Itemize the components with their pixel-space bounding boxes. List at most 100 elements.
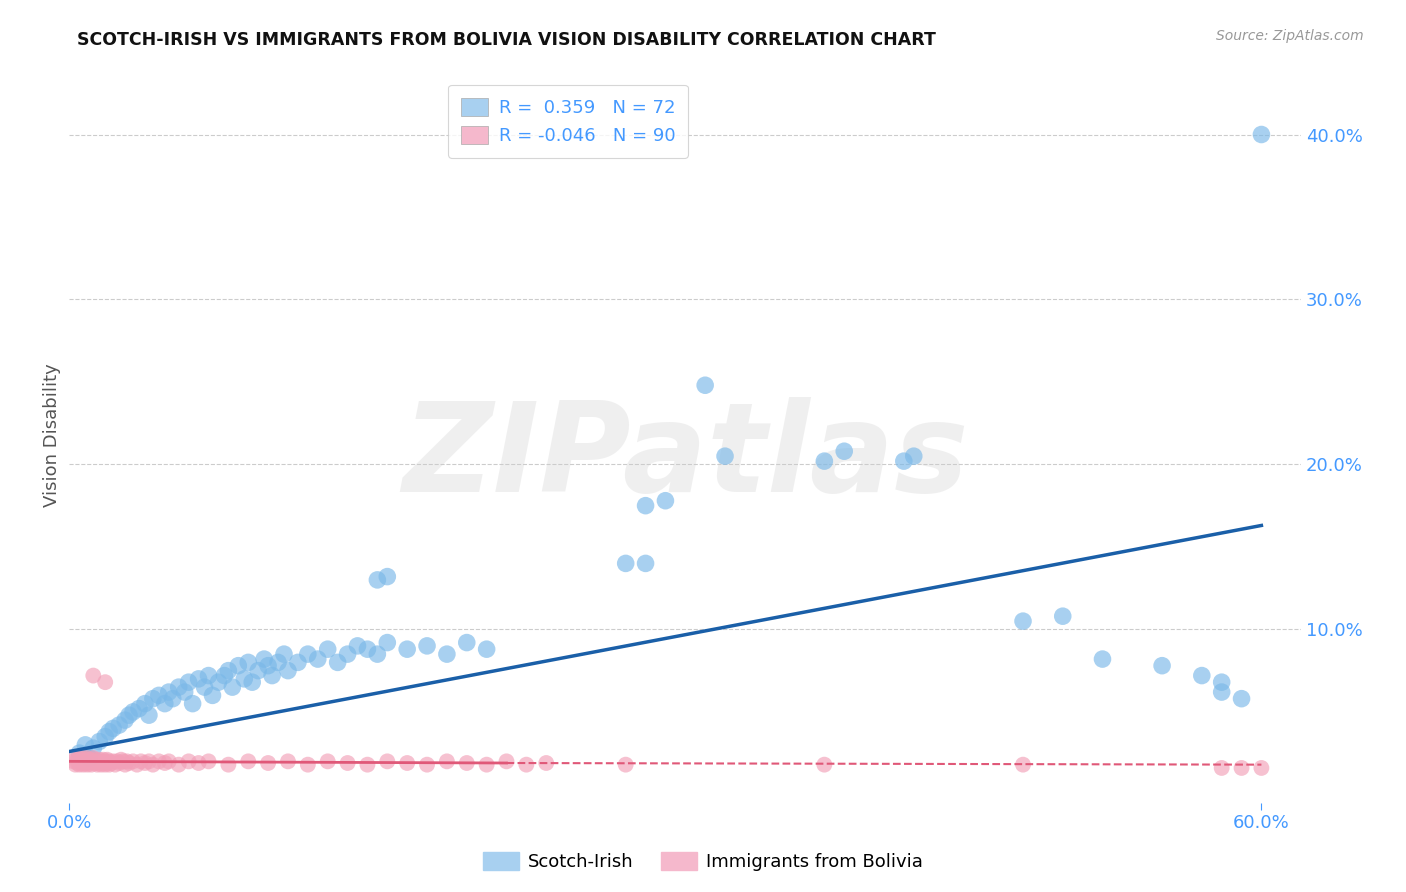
Point	[153, 697, 176, 711]
Point	[307, 652, 329, 666]
Point	[89, 753, 111, 767]
Point	[157, 755, 180, 769]
Point	[80, 755, 103, 769]
Point	[108, 756, 131, 770]
Point	[614, 757, 637, 772]
Legend: Scotch-Irish, Immigrants from Bolivia: Scotch-Irish, Immigrants from Bolivia	[475, 845, 931, 879]
Point	[142, 691, 165, 706]
Point	[157, 685, 180, 699]
Point	[75, 738, 97, 752]
Point	[98, 757, 121, 772]
Point	[1230, 761, 1253, 775]
Point	[148, 755, 170, 769]
Point	[475, 642, 498, 657]
Point	[90, 757, 112, 772]
Point	[1091, 652, 1114, 666]
Point	[75, 756, 97, 770]
Point	[366, 573, 388, 587]
Point	[82, 741, 104, 756]
Point	[416, 639, 439, 653]
Point	[167, 680, 190, 694]
Point	[201, 689, 224, 703]
Point	[162, 691, 184, 706]
Point	[76, 757, 98, 772]
Point	[253, 652, 276, 666]
Point	[267, 656, 290, 670]
Point	[76, 751, 98, 765]
Point	[96, 756, 118, 770]
Point	[84, 753, 107, 767]
Point	[277, 664, 299, 678]
Point	[297, 757, 319, 772]
Point	[80, 757, 103, 772]
Point	[128, 701, 150, 715]
Point	[1250, 761, 1272, 775]
Point	[129, 755, 152, 769]
Point	[356, 642, 378, 657]
Point	[375, 755, 398, 769]
Point	[138, 708, 160, 723]
Point	[813, 454, 835, 468]
Point	[336, 756, 359, 770]
Point	[495, 755, 517, 769]
Point	[177, 755, 200, 769]
Point	[436, 647, 458, 661]
Point	[105, 755, 128, 769]
Point	[79, 756, 101, 770]
Point	[238, 755, 260, 769]
Point	[76, 755, 98, 769]
Point	[101, 755, 124, 769]
Point	[75, 753, 97, 767]
Point	[79, 753, 101, 767]
Point	[197, 755, 219, 769]
Point	[177, 675, 200, 690]
Point	[70, 753, 93, 767]
Point	[233, 672, 256, 686]
Point	[72, 757, 94, 772]
Point	[287, 656, 309, 670]
Y-axis label: Vision Disability: Vision Disability	[44, 364, 60, 508]
Point	[66, 756, 89, 770]
Point	[634, 499, 657, 513]
Point	[238, 656, 260, 670]
Point	[122, 705, 145, 719]
Point	[65, 751, 87, 765]
Point	[262, 668, 284, 682]
Point	[614, 557, 637, 571]
Point	[118, 756, 141, 770]
Point	[257, 658, 280, 673]
Point	[416, 757, 439, 772]
Point	[108, 718, 131, 732]
Point	[273, 647, 295, 661]
Point	[104, 757, 127, 772]
Point	[98, 724, 121, 739]
Point	[475, 757, 498, 772]
Point	[72, 755, 94, 769]
Point	[1250, 128, 1272, 142]
Point	[94, 757, 117, 772]
Point	[98, 755, 121, 769]
Point	[100, 756, 122, 770]
Point	[138, 755, 160, 769]
Point	[115, 755, 138, 769]
Point	[153, 756, 176, 770]
Point	[82, 751, 104, 765]
Point	[1052, 609, 1074, 624]
Point	[91, 756, 114, 770]
Text: SCOTCH-IRISH VS IMMIGRANTS FROM BOLIVIA VISION DISABILITY CORRELATION CHART: SCOTCH-IRISH VS IMMIGRANTS FROM BOLIVIA …	[77, 31, 936, 49]
Point	[396, 642, 419, 657]
Point	[110, 753, 132, 767]
Point	[221, 680, 243, 694]
Text: ZIPatlas: ZIPatlas	[402, 397, 969, 518]
Point	[89, 734, 111, 748]
Legend: R =  0.359   N = 72, R = -0.046   N = 90: R = 0.359 N = 72, R = -0.046 N = 90	[449, 85, 688, 158]
Point	[326, 656, 349, 670]
Point	[90, 755, 112, 769]
Point	[316, 642, 339, 657]
Point	[297, 647, 319, 661]
Point	[214, 668, 236, 682]
Point	[240, 675, 263, 690]
Point	[62, 755, 84, 769]
Point	[1211, 761, 1233, 775]
Point	[832, 444, 855, 458]
